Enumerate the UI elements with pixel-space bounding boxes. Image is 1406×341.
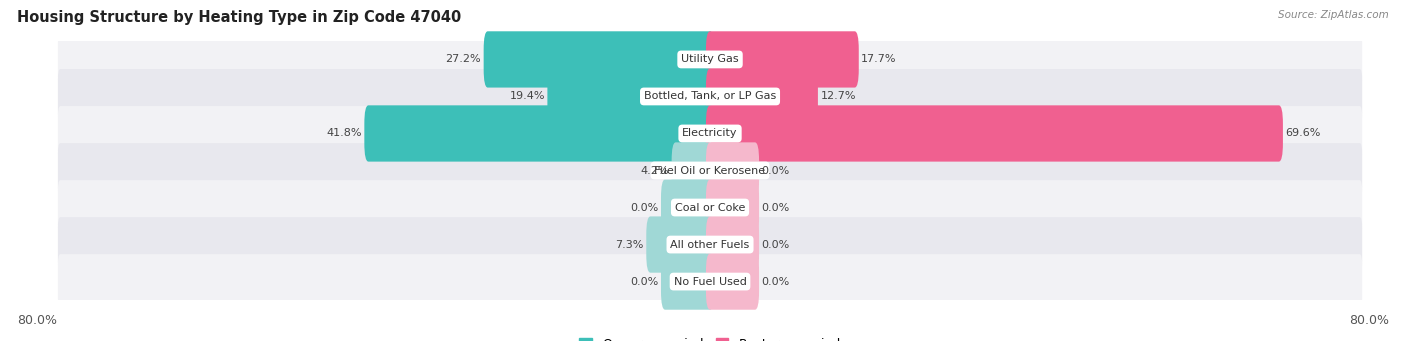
Text: 0.0%: 0.0% [762,165,790,176]
FancyBboxPatch shape [706,142,759,199]
Text: 19.4%: 19.4% [509,91,546,102]
Text: 41.8%: 41.8% [326,129,361,138]
Text: No Fuel Used: No Fuel Used [673,277,747,286]
FancyBboxPatch shape [706,68,818,124]
FancyBboxPatch shape [647,217,714,273]
FancyBboxPatch shape [661,179,714,236]
FancyBboxPatch shape [364,105,714,162]
Text: 0.0%: 0.0% [762,277,790,286]
FancyBboxPatch shape [706,31,859,88]
Text: 4.2%: 4.2% [641,165,669,176]
FancyBboxPatch shape [484,31,714,88]
Text: Utility Gas: Utility Gas [682,55,738,64]
Legend: Owner-occupied, Renter-occupied: Owner-occupied, Renter-occupied [579,338,841,341]
FancyBboxPatch shape [661,253,714,310]
Text: Source: ZipAtlas.com: Source: ZipAtlas.com [1278,10,1389,20]
Text: 27.2%: 27.2% [446,55,481,64]
FancyBboxPatch shape [58,32,1362,87]
Text: 69.6%: 69.6% [1285,129,1320,138]
Text: 0.0%: 0.0% [630,277,658,286]
Text: 0.0%: 0.0% [762,203,790,212]
FancyBboxPatch shape [672,142,714,199]
Text: 80.0%: 80.0% [17,314,56,327]
FancyBboxPatch shape [58,106,1362,161]
Text: Electricity: Electricity [682,129,738,138]
Text: 80.0%: 80.0% [1350,314,1389,327]
FancyBboxPatch shape [58,69,1362,124]
FancyBboxPatch shape [706,179,759,236]
Text: All other Fuels: All other Fuels [671,239,749,250]
FancyBboxPatch shape [706,253,759,310]
FancyBboxPatch shape [58,143,1362,198]
FancyBboxPatch shape [547,68,714,124]
FancyBboxPatch shape [58,254,1362,309]
Text: 12.7%: 12.7% [820,91,856,102]
Text: 0.0%: 0.0% [762,239,790,250]
Text: 0.0%: 0.0% [630,203,658,212]
Text: 17.7%: 17.7% [862,55,897,64]
FancyBboxPatch shape [706,217,759,273]
Text: Bottled, Tank, or LP Gas: Bottled, Tank, or LP Gas [644,91,776,102]
Text: Coal or Coke: Coal or Coke [675,203,745,212]
Text: 7.3%: 7.3% [616,239,644,250]
FancyBboxPatch shape [58,217,1362,272]
Text: Housing Structure by Heating Type in Zip Code 47040: Housing Structure by Heating Type in Zip… [17,10,461,25]
FancyBboxPatch shape [58,180,1362,235]
FancyBboxPatch shape [706,105,1282,162]
Text: Fuel Oil or Kerosene: Fuel Oil or Kerosene [654,165,766,176]
